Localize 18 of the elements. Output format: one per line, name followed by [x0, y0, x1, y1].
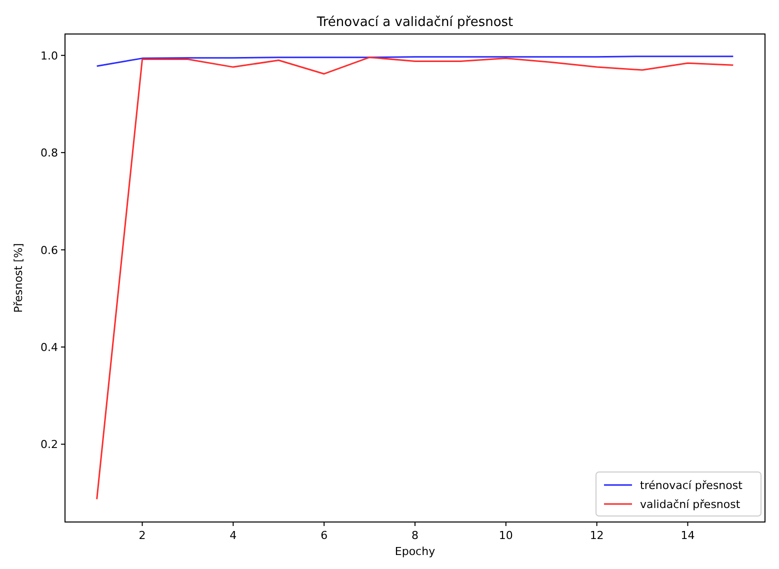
x-tick-label: 8	[412, 529, 418, 542]
x-tick-label: 12	[590, 529, 604, 542]
legend-label: validační přesnost	[640, 498, 741, 511]
y-tick-label: 0.8	[40, 146, 58, 160]
x-axis-title: Epochy	[394, 545, 436, 558]
y-tick-label: 0.2	[40, 438, 58, 452]
chart-title: Trénovací a validační přesnost	[316, 15, 514, 30]
y-tick-label: 0.6	[40, 244, 58, 257]
x-tick-label: 2	[138, 529, 146, 542]
line-series	[96, 56, 734, 67]
x-tick-label: 6	[320, 529, 328, 542]
legend-label: trénovací přesnost	[640, 479, 744, 492]
x-tick-label: 10	[498, 529, 513, 542]
y-tick-label: 0.4	[40, 341, 58, 354]
y-tick-label: 1.0	[40, 49, 58, 62]
x-tick-label: 14	[680, 529, 695, 542]
y-axis-title: Přesnost [%]	[12, 243, 25, 313]
x-tick-label: 4	[230, 529, 237, 542]
